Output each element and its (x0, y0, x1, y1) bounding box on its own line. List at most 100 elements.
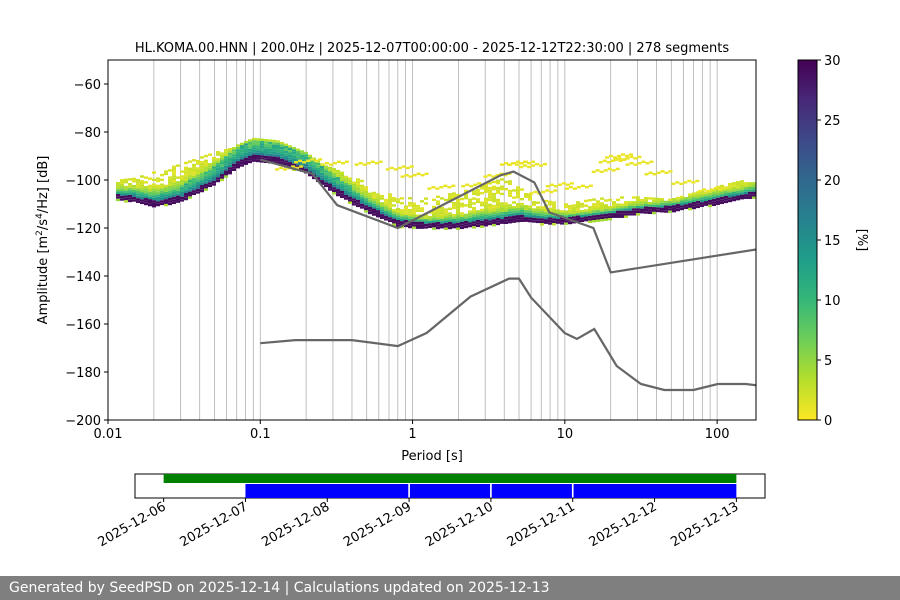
psd-cell (456, 201, 460, 204)
y-tick-label: −200 (65, 414, 101, 429)
psd-cell (536, 211, 540, 214)
psd-cell (644, 208, 648, 212)
psd-cell (224, 170, 228, 174)
psd-cell (264, 139, 268, 142)
psd-cell (700, 202, 704, 205)
psd-cell (680, 202, 684, 206)
psd-cell (520, 202, 524, 206)
psd-outlier-cell (557, 183, 562, 186)
psd-cell (412, 226, 416, 229)
psd-cell (460, 219, 464, 222)
psd-cell (612, 215, 616, 218)
psd-cell (308, 173, 312, 177)
psd-cell (592, 205, 596, 209)
psd-cell (572, 206, 576, 210)
psd-cell (416, 204, 420, 208)
psd-cell (472, 216, 476, 220)
psd-cell (488, 213, 492, 216)
psd-cell (640, 201, 644, 204)
psd-cell (520, 209, 524, 213)
psd-cell (532, 215, 536, 218)
psd-cell (704, 201, 708, 204)
psd-cell (180, 175, 184, 178)
psd-cell (636, 198, 640, 202)
psd-cell (748, 186, 752, 190)
psd-cell (380, 216, 384, 219)
psd-cell (528, 219, 532, 223)
psd-cell (224, 153, 228, 157)
psd-cell (328, 176, 332, 179)
psd-cell (284, 153, 288, 156)
psd-cell (368, 194, 372, 198)
psd-outlier-cell (545, 189, 550, 192)
psd-cell (200, 156, 204, 159)
psd-cell (376, 202, 380, 206)
psd-cell (276, 140, 280, 143)
psd-cell (248, 139, 252, 142)
psd-cell (156, 184, 160, 188)
psd-cell (684, 201, 688, 205)
psd-cell (188, 167, 192, 171)
psd-cell (504, 187, 508, 191)
psd-cell (540, 211, 544, 214)
psd-cell (356, 190, 360, 193)
psd-cell (364, 205, 368, 208)
psd-cell (748, 182, 752, 185)
psd-cell (512, 208, 516, 211)
psd-cell (132, 177, 136, 181)
psd-outlier-cell (340, 162, 345, 165)
psd-cell (728, 187, 732, 191)
psd-cell (220, 169, 224, 172)
psd-outlier-cell (336, 160, 341, 163)
psd-cell (476, 222, 480, 225)
psd-cell (156, 196, 160, 200)
psd-cell (744, 186, 748, 190)
psd-cell (232, 156, 236, 160)
psd-cell (168, 176, 172, 179)
psd-cell (132, 196, 136, 200)
psd-cell (724, 195, 728, 199)
psd-cell (388, 200, 392, 203)
psd-outlier-cell (487, 174, 492, 177)
psd-cell (128, 190, 132, 193)
psd-cell (116, 186, 120, 190)
psd-cell (516, 210, 520, 213)
psd-cell (288, 162, 292, 165)
psd-cell (532, 208, 536, 211)
psd-cell (348, 196, 352, 200)
psd-cell (348, 179, 352, 183)
psd-cell (172, 201, 176, 205)
psd-cell (360, 199, 364, 202)
psd-outlier-cell (549, 183, 554, 186)
timeline-blue-segment (245, 484, 409, 498)
psd-cell (436, 195, 440, 198)
psd-cell (384, 201, 388, 204)
psd-cell (492, 207, 496, 210)
psd-cell (324, 179, 328, 183)
psd-cell (444, 222, 448, 226)
psd-cell (188, 196, 192, 199)
y-axis-label: Amplitude [m2/s4/Hz] [dB] (35, 156, 51, 325)
psd-cell (364, 207, 368, 211)
psd-outlier-cell (427, 187, 432, 190)
psd-cell (436, 219, 440, 222)
psd-cell (736, 188, 740, 191)
psd-cell (208, 179, 212, 183)
psd-cell (696, 193, 700, 197)
psd-cell (636, 213, 640, 216)
psd-cell (188, 191, 192, 195)
psd-cell (708, 202, 712, 205)
psd-cell (504, 209, 508, 212)
psd-cell (196, 167, 200, 170)
psd-cell (212, 171, 216, 174)
psd-cell (172, 192, 176, 195)
psd-cell (744, 196, 748, 199)
timeline-bars (163, 474, 737, 498)
psd-cell (152, 190, 156, 194)
psd-cell (456, 203, 460, 206)
psd-cell (364, 200, 368, 203)
colorbar-tick-label: 15 (824, 234, 841, 249)
psd-outlier-cell (671, 182, 676, 186)
psd-cell (540, 208, 544, 212)
psd-outlier-cell (531, 160, 536, 163)
